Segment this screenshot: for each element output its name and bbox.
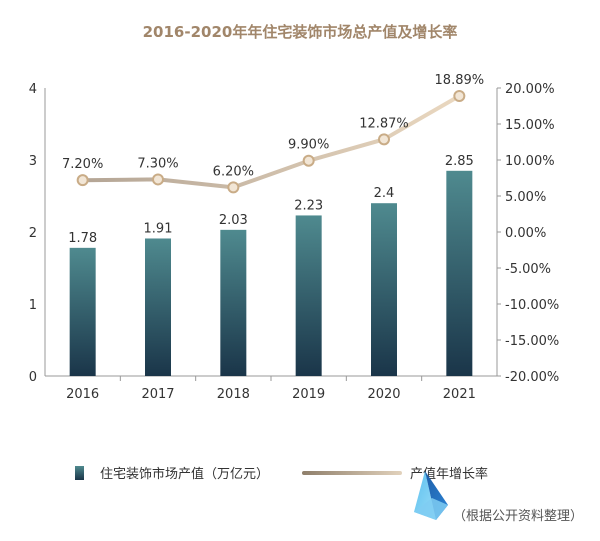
x-tick-label: 2019	[292, 387, 325, 402]
right-tick-label: 15.00%	[505, 118, 555, 133]
bar	[371, 203, 397, 376]
watermark-logo-icon	[414, 471, 448, 520]
bar-value-label: 2.23	[294, 198, 323, 213]
growth-value-label: 7.30%	[137, 156, 178, 171]
growth-value-label: 6.20%	[213, 164, 254, 179]
chart-title: 2016-2020年年住宅装饰市场总产值及增长率	[143, 23, 458, 41]
bar-value-label: 2.85	[445, 154, 474, 169]
bar-value-label: 2.4	[374, 186, 395, 201]
right-axis-ticks: -20.00% -15.00% -10.00% -5.00% 0.00% 5.00% 10.…	[497, 82, 559, 385]
growth-point	[227, 181, 240, 194]
growth-point	[152, 173, 164, 186]
left-tick-label: 1	[29, 298, 37, 313]
right-tick-label: 0.00%	[505, 226, 546, 241]
growth-point	[378, 133, 390, 146]
growth-point	[453, 89, 466, 102]
bar	[69, 247, 96, 376]
legend-bar-label: 住宅装饰市场产值（万亿元）	[100, 466, 269, 482]
right-tick-label: 5.00%	[505, 190, 546, 205]
growth-line	[80, 94, 462, 190]
bar-data-labels: 1.78 1.91 2.03 2.23 2.4 2.85	[68, 154, 474, 246]
left-tick-label: 3	[29, 154, 37, 169]
bar-series	[69, 170, 473, 376]
bar-value-label: 1.91	[144, 221, 173, 236]
legend-bar-swatch	[75, 466, 84, 480]
left-tick-label: 2	[29, 226, 37, 241]
right-tick-label: -20.00%	[505, 370, 559, 385]
growth-value-label: 12.87%	[359, 116, 409, 131]
right-tick-label: -15.00%	[505, 334, 559, 349]
right-tick-label: 10.00%	[505, 154, 555, 169]
bar	[145, 238, 171, 376]
x-tick-label: 2020	[367, 387, 400, 402]
x-tick-label: 2017	[141, 387, 174, 402]
source-note: （根据公开资料整理）	[453, 509, 583, 524]
legend-line-swatch	[302, 471, 402, 475]
growth-value-label: 9.90%	[288, 138, 329, 153]
left-tick-label: 0	[29, 370, 37, 385]
x-axis-ticks: 2016 2017 2018 2019 2020 2021	[66, 376, 476, 402]
left-axis-ticks: 0 1 2 3 4	[29, 82, 37, 385]
bar-value-label: 2.03	[219, 213, 248, 228]
bar	[220, 229, 247, 376]
line-data-labels: 7.20% 7.30% 6.20% 9.90% 12.87% 18.89%	[62, 73, 484, 179]
growth-point	[302, 154, 315, 167]
left-tick-label: 4	[29, 82, 37, 97]
x-tick-label: 2016	[66, 387, 99, 402]
bar	[295, 215, 322, 376]
right-tick-label: -5.00%	[505, 262, 551, 277]
growth-value-label: 7.20%	[62, 157, 103, 172]
growth-value-label: 18.89%	[435, 73, 485, 88]
right-tick-label: 20.00%	[505, 82, 555, 97]
legend-line-label: 产值年增长率	[410, 466, 488, 482]
line-series	[76, 89, 466, 194]
bar-value-label: 1.78	[68, 231, 97, 246]
x-tick-label: 2018	[217, 387, 250, 402]
x-tick-label: 2021	[443, 387, 476, 402]
bar	[446, 170, 473, 376]
growth-point	[76, 174, 89, 187]
right-tick-label: -10.00%	[505, 298, 559, 313]
